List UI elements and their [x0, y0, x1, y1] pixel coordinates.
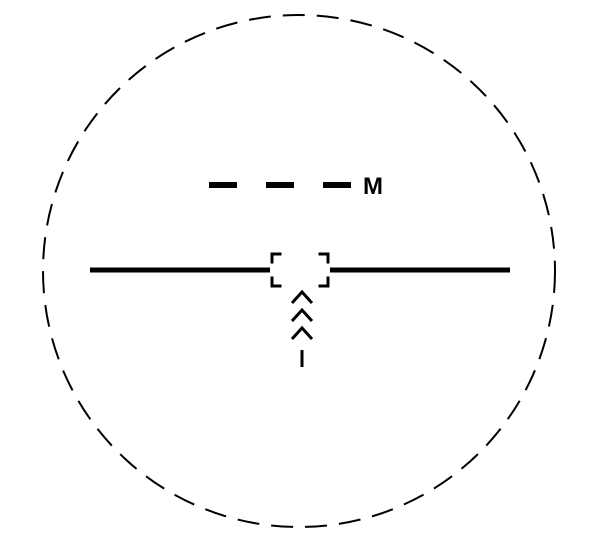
reticle-diagram: M — [0, 0, 600, 541]
reticle-svg — [0, 0, 600, 541]
magnification-label: M — [363, 173, 383, 201]
